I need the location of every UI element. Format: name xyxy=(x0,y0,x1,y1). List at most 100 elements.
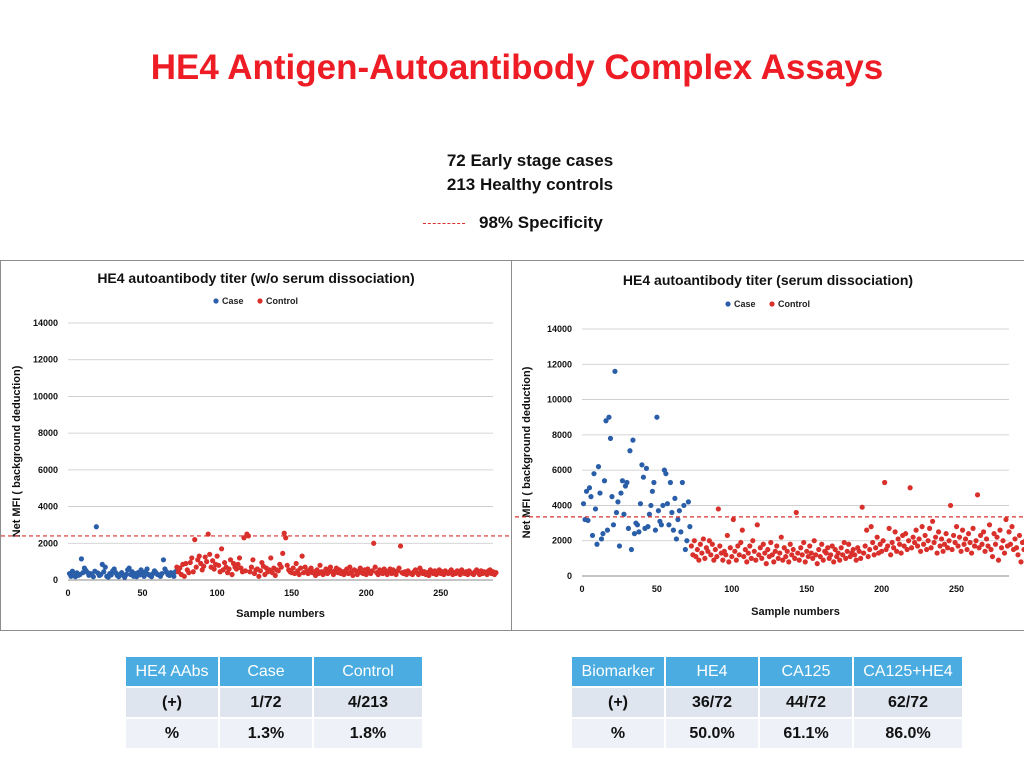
control-point xyxy=(235,561,241,567)
control-point xyxy=(965,531,972,537)
case-point xyxy=(649,488,656,494)
control-point xyxy=(825,545,831,551)
control-point xyxy=(894,548,900,554)
control-point xyxy=(233,566,240,572)
control-point xyxy=(196,553,202,559)
x-tick-label: 200 xyxy=(874,584,889,594)
control-point xyxy=(296,571,302,578)
case-point xyxy=(609,494,615,500)
control-point xyxy=(747,543,753,549)
control-point xyxy=(918,548,924,554)
control-point xyxy=(955,543,961,549)
control-point xyxy=(973,538,979,544)
control-point xyxy=(922,532,928,539)
control-point xyxy=(931,539,937,546)
control-point xyxy=(1009,524,1015,530)
case-point xyxy=(640,474,647,480)
case-point xyxy=(679,479,685,486)
control-point xyxy=(792,555,798,561)
control-point xyxy=(888,552,894,558)
table-cell: 1.8% xyxy=(314,719,422,748)
control-point xyxy=(193,564,199,570)
control-point xyxy=(979,541,985,547)
control-point xyxy=(980,529,987,535)
table-header-cell: Case xyxy=(220,657,312,686)
control-point xyxy=(799,552,805,558)
control-point xyxy=(986,522,993,528)
table-cell: 44/72 xyxy=(760,688,852,717)
control-point xyxy=(290,565,296,571)
control-point xyxy=(816,546,822,553)
control-point xyxy=(299,553,305,559)
case-point xyxy=(631,531,638,537)
control-point xyxy=(915,543,921,549)
control-point xyxy=(762,550,768,556)
control-point xyxy=(189,555,195,561)
table-cell: 50.0% xyxy=(666,719,758,748)
control-point xyxy=(278,564,284,570)
control-point xyxy=(738,539,744,546)
control-point xyxy=(720,557,726,563)
case-point xyxy=(159,570,165,577)
control-point xyxy=(1013,545,1020,551)
case-point xyxy=(603,418,609,424)
control-point xyxy=(177,565,183,571)
control-point xyxy=(1016,532,1023,539)
control-point xyxy=(711,557,717,563)
x-tick-label: 150 xyxy=(284,588,299,598)
table-cell: 1/72 xyxy=(220,688,312,717)
control-point xyxy=(904,546,910,553)
control-point xyxy=(308,565,314,571)
control-point xyxy=(769,552,775,558)
control-point xyxy=(727,545,733,551)
y-tick-label: 6000 xyxy=(552,465,572,475)
control-point xyxy=(759,555,765,561)
control-point xyxy=(1001,550,1008,556)
legend-marker-case xyxy=(213,298,219,304)
case-point xyxy=(625,525,632,531)
x-tick-label: 100 xyxy=(724,584,739,594)
control-point xyxy=(700,536,706,542)
control-point xyxy=(977,532,984,539)
control-point xyxy=(697,541,703,547)
case-point xyxy=(171,573,177,579)
control-point xyxy=(248,564,255,570)
control-point xyxy=(997,527,1003,533)
y-tick-label: 10000 xyxy=(547,395,572,405)
control-point xyxy=(995,557,1002,563)
y-axis-label: Net MFI ( background deduction) xyxy=(521,366,533,538)
control-point xyxy=(741,553,747,560)
control-point xyxy=(940,548,946,554)
control-point xyxy=(699,550,705,556)
control-point xyxy=(751,548,757,554)
case-point xyxy=(615,499,621,505)
control-point xyxy=(807,543,813,549)
x-tick-label: 150 xyxy=(799,584,814,594)
table-row: % 50.0% 61.1% 86.0% xyxy=(572,719,962,748)
control-point xyxy=(898,550,904,556)
chart-title: HE4 autoantibody titer (w/o serum dissoc… xyxy=(97,270,414,286)
case-point xyxy=(144,566,150,572)
control-point xyxy=(804,548,810,554)
control-point xyxy=(732,548,738,554)
control-point xyxy=(717,543,723,549)
table-header-cell: CA125 xyxy=(760,657,852,686)
control-point xyxy=(813,552,819,558)
table-header-cell: HE4 AAbs xyxy=(126,657,218,686)
case-point xyxy=(613,509,620,516)
legend-label-case: Case xyxy=(222,296,244,306)
control-point xyxy=(820,557,826,563)
control-point xyxy=(913,527,919,533)
control-point xyxy=(709,541,715,547)
control-point xyxy=(183,560,189,567)
control-point xyxy=(396,565,402,571)
table-cell: (+) xyxy=(572,688,664,717)
control-point xyxy=(268,555,274,561)
control-point xyxy=(891,545,897,551)
control-point xyxy=(780,557,786,563)
control-point xyxy=(943,531,949,537)
control-point xyxy=(988,546,994,553)
control-point xyxy=(327,564,334,570)
control-point xyxy=(946,538,952,544)
case-point xyxy=(90,574,96,580)
